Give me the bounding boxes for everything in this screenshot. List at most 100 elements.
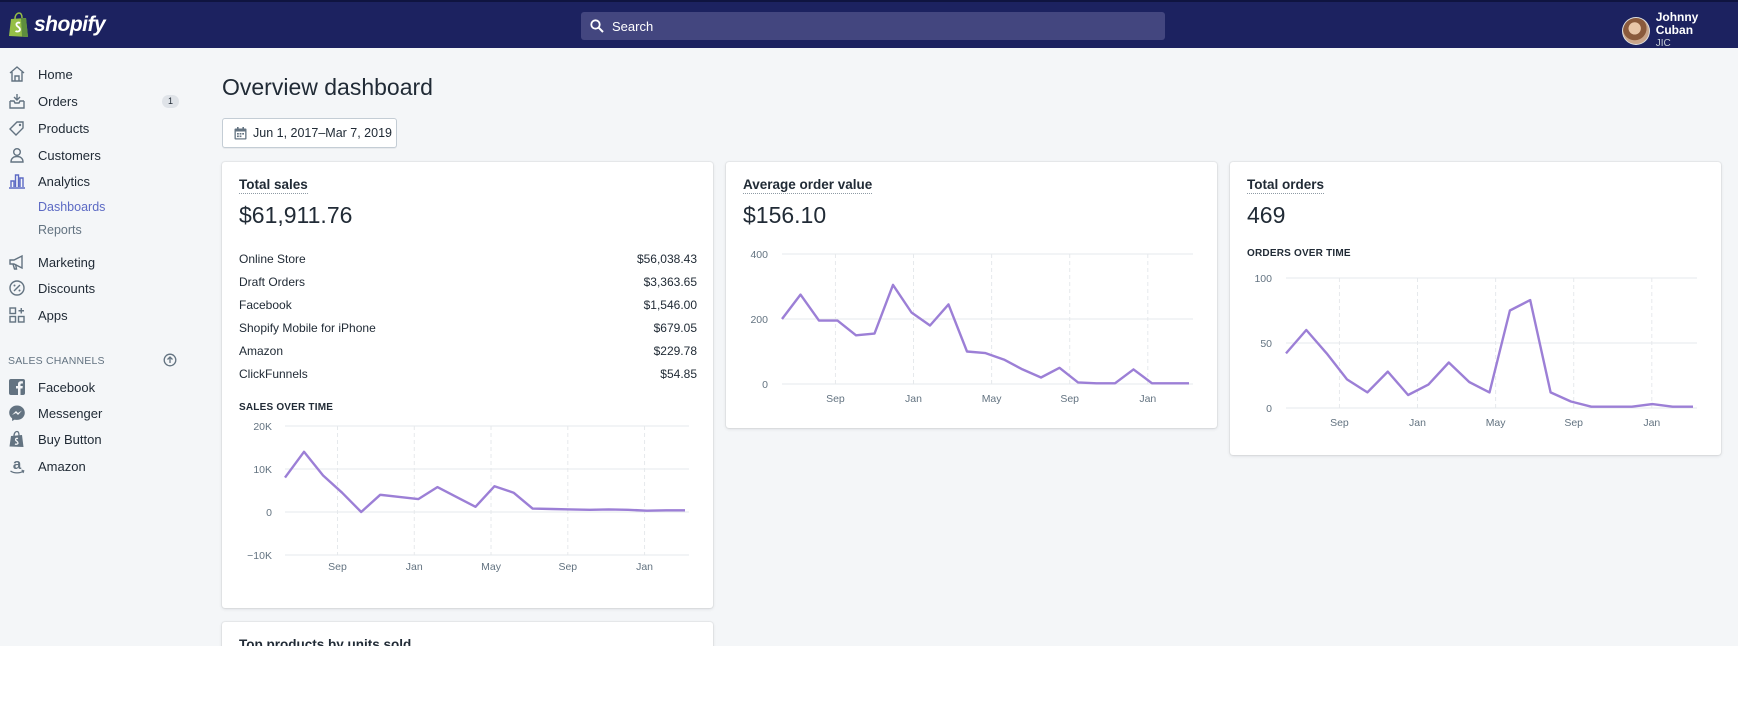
sidebar-item-customers[interactable]: Customers: [0, 144, 190, 166]
sales-breakdown-row: ClickFunnels $54.85: [239, 367, 697, 387]
orders-over-time-chart: 100 50 0 Sep Jan May Sep Jan: [1254, 273, 1697, 429]
avg-order-value-chart: 400 200 0 Sep Jan May Sep Jan: [750, 249, 1193, 405]
sidebar-item-label: Discounts: [38, 280, 96, 296]
total-orders-card: Total orders 469 ORDERS OVER TIME 100 50 0…: [1230, 162, 1721, 455]
sidebar-item-dashboards[interactable]: Dashboards: [0, 196, 190, 218]
user-name: Johnny Cuban: [1655, 10, 1699, 37]
x-tick-label: Jan: [1139, 393, 1156, 405]
person-icon: [10, 148, 24, 163]
avg-order-value: $156.10: [743, 202, 827, 228]
x-tick-label: Jan: [636, 561, 653, 573]
channel-name: Amazon: [239, 344, 284, 358]
x-tick-label: Sep: [826, 393, 845, 405]
sidebar-item-label: Facebook: [38, 379, 96, 395]
series-line: [1285, 298, 1693, 408]
series-line: [781, 283, 1189, 385]
card-title[interactable]: Average order value: [743, 177, 873, 194]
y-tick-label: 200: [750, 314, 768, 326]
sidebar-item-discounts[interactable]: Discounts: [0, 277, 190, 299]
x-tick-label: Sep: [328, 561, 347, 573]
y-tick-label: 400: [750, 249, 768, 261]
sidebar-item-facebook[interactable]: Facebook: [0, 376, 190, 398]
x-tick-label: Sep: [1564, 417, 1583, 429]
app-window: shopify Search Johnny Cuban JIC Home: [0, 0, 1738, 646]
y-tick-label: −10K: [247, 550, 272, 562]
orders-over-time-heading: ORDERS OVER TIME: [1247, 248, 1351, 259]
megaphone-icon: [9, 254, 23, 270]
channel-value: $679.05: [653, 321, 697, 335]
sidebar-item-reports[interactable]: Reports: [0, 219, 190, 241]
sidebar-item-apps[interactable]: Apps: [0, 304, 190, 326]
x-tick-label: Sep: [1060, 393, 1079, 405]
orders-icon: [9, 94, 25, 109]
y-tick-label: 20K: [253, 421, 272, 433]
search-bar[interactable]: Search: [581, 12, 1165, 40]
channel-name: Draft Orders: [239, 275, 306, 289]
sidebar-item-label: Home: [38, 66, 73, 82]
channel-value: $54.85: [660, 367, 697, 381]
tag-icon: [9, 121, 24, 136]
shopify-logo[interactable]: shopify: [8, 12, 106, 38]
channel-name: Online Store: [239, 252, 306, 266]
x-tick-label: May: [481, 561, 502, 573]
total-sales-card: Total sales $61,911.76 Online Store $56,…: [222, 162, 713, 608]
date-range-button[interactable]: Jun 1, 2017–Mar 7, 2019: [222, 118, 397, 148]
total-sales-value: $61,911.76: [239, 202, 353, 228]
sidebar-item-buy-button[interactable]: Buy Button: [0, 428, 190, 450]
svg-text:a: a: [13, 457, 22, 473]
y-tick-label: 10K: [253, 464, 272, 476]
series-line: [284, 450, 685, 514]
avg-order-value-card: Average order value $156.10 400 200 0 Sep Ja…: [726, 162, 1217, 428]
channel-value: $1,546.00: [643, 298, 697, 312]
sales-over-time-heading: SALES OVER TIME: [239, 402, 334, 413]
orders-badge: 1: [162, 95, 179, 108]
y-tick-label: 0: [762, 379, 768, 391]
card-title[interactable]: Top products by units sold: [239, 637, 412, 646]
x-tick-label: Jan: [905, 393, 922, 405]
avatar[interactable]: [1622, 16, 1650, 45]
sidebar-item-label: Analytics: [38, 173, 91, 189]
sidebar-item-label: Amazon: [38, 458, 86, 474]
sidebar-item-analytics[interactable]: Analytics: [0, 170, 190, 192]
calendar-icon: [234, 126, 247, 139]
sidebar-item-label: Buy Button: [38, 431, 102, 447]
apps-icon: [9, 307, 25, 323]
sidebar-item-home[interactable]: Home: [0, 63, 190, 85]
y-tick-label: 50: [1260, 338, 1272, 350]
store-name: JIC: [1655, 38, 1671, 49]
x-tick-label: Jan: [1409, 417, 1426, 429]
channel-name: ClickFunnels: [239, 367, 308, 381]
y-tick-label: 0: [1266, 403, 1272, 415]
x-tick-label: Jan: [406, 561, 423, 573]
sidebar-item-messenger[interactable]: Messenger: [0, 402, 190, 424]
sidebar-item-marketing[interactable]: Marketing: [0, 251, 190, 273]
card-title[interactable]: Total sales: [239, 177, 308, 194]
y-tick-label: 100: [1254, 273, 1272, 285]
sidebar-item-amazon[interactable]: a Amazon: [0, 455, 190, 477]
channel-value: $3,363.65: [643, 275, 697, 289]
search-icon: [590, 19, 604, 33]
x-tick-label: Sep: [1330, 417, 1349, 429]
top-bar: shopify Search Johnny Cuban JIC: [0, 0, 1738, 50]
card-title[interactable]: Total orders: [1247, 177, 1325, 194]
add-channel-icon[interactable]: [163, 353, 177, 367]
home-icon: [9, 66, 25, 82]
date-range-label: Jun 1, 2017–Mar 7, 2019: [253, 126, 392, 140]
sidebar-subitem-label: Dashboards: [38, 200, 106, 214]
sales-channels-heading: SALES CHANNELS: [8, 355, 105, 367]
shopify-bag-icon: [9, 12, 28, 37]
sidebar-item-products[interactable]: Products: [0, 117, 190, 139]
sales-over-time-chart: 20K 10K 0 −10K Sep Jan May Sep Jan: [247, 421, 689, 573]
sales-breakdown-row: Shopify Mobile for iPhone $679.05: [239, 321, 697, 341]
search-input[interactable]: Search: [612, 18, 654, 34]
facebook-icon: [9, 379, 25, 395]
channel-value: $56,038.43: [636, 252, 697, 266]
sidebar-item-label: Customers: [38, 147, 101, 163]
channel-value: $229.78: [653, 344, 697, 358]
channel-name: Shopify Mobile for iPhone: [239, 321, 376, 335]
bar-chart-icon: [9, 174, 25, 189]
sales-breakdown-row: Draft Orders $3,363.65: [239, 275, 697, 295]
page-title: Overview dashboard: [222, 74, 433, 100]
sidebar-item-orders[interactable]: Orders 1: [0, 90, 190, 112]
user-menu[interactable]: Johnny Cuban JIC: [1622, 11, 1738, 50]
